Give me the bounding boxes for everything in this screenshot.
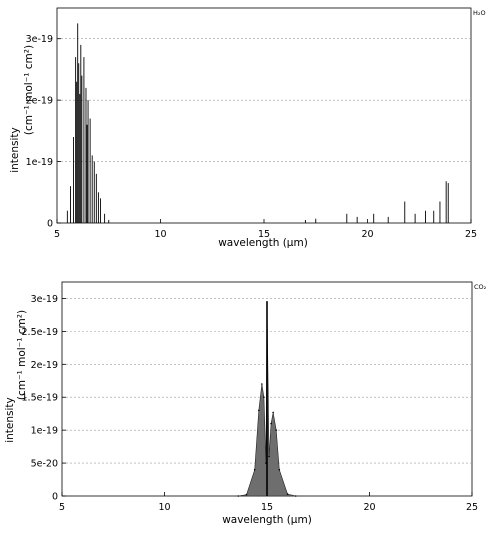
- y-axis-label-unit: (cm⁻¹ mol⁻¹ cm²): [16, 310, 28, 400]
- plot-frame: [56, 7, 472, 224]
- x-tick-label: 15: [258, 229, 270, 240]
- species-label: H₂O: [473, 9, 486, 17]
- species-label: CO₂: [474, 283, 487, 291]
- y-tick-label: 1e-19: [31, 426, 58, 437]
- x-tick-label: 20: [361, 229, 373, 240]
- band-point: [286, 493, 289, 495]
- x-axis-label: wavelength (µm): [218, 237, 308, 249]
- y-tick-label: 1e-19: [26, 157, 53, 168]
- y-axis-label-main: intensity: [4, 397, 16, 443]
- x-tick-label: 20: [363, 502, 375, 513]
- band-point: [245, 493, 248, 496]
- band-point: [270, 422, 272, 425]
- y-tick-label: 0: [52, 492, 58, 503]
- h2o-panel: 5 10 15 20 25 0 1e-19 2e-19 3e-19 H₂O wavelengt…: [9, 7, 486, 249]
- x-tick-label: 10: [158, 502, 170, 513]
- y-tick-label: 3e-19: [31, 294, 58, 305]
- band-point: [237, 495, 240, 497]
- y-tick-label: 5e-20: [31, 459, 58, 470]
- band-point: [294, 495, 297, 497]
- band-point: [272, 411, 274, 414]
- x-axis-label: wavelength (µm): [222, 514, 312, 526]
- band-point: [263, 396, 265, 399]
- co2-panel: 5 10 15 20 25 0 5e-20 1e-19 1.5e-19 2e-19 2.5e-19…: [4, 281, 487, 526]
- y-tick-label: 1.5e-19: [22, 393, 58, 404]
- x-tick-label: 5: [54, 229, 60, 240]
- band-point: [261, 383, 263, 385]
- x-tick-label: 15: [261, 502, 273, 513]
- y-tick-label: 0: [47, 219, 53, 230]
- y-tick-label: 3e-19: [26, 34, 53, 45]
- band-point: [275, 429, 278, 431]
- band-point: [253, 468, 256, 471]
- x-tick-label: 10: [154, 229, 166, 240]
- x-tick-label: 25: [466, 502, 478, 513]
- y-tick-label: 2.5e-19: [22, 327, 58, 338]
- band-point: [258, 409, 260, 412]
- x-tick-label: 5: [59, 502, 65, 513]
- band-point: [268, 455, 270, 458]
- x-tick-label: 25: [465, 229, 477, 240]
- y-axis-label-unit: (cm⁻¹ mol⁻¹ cm²): [23, 45, 35, 135]
- y-tick-label: 2e-19: [26, 96, 53, 107]
- band-point: [278, 468, 281, 471]
- y-tick-label: 2e-19: [31, 360, 58, 371]
- y-axis-label-main: intensity: [9, 127, 21, 173]
